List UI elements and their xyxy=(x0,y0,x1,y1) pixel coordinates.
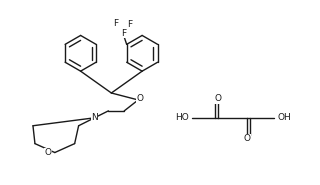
Text: OH: OH xyxy=(277,113,291,122)
Text: O: O xyxy=(137,95,144,103)
Text: O: O xyxy=(244,134,251,143)
Text: F: F xyxy=(127,20,132,29)
Text: O: O xyxy=(214,95,221,103)
Text: O: O xyxy=(44,148,51,157)
Text: HO: HO xyxy=(175,113,189,122)
Text: F: F xyxy=(113,19,118,28)
Text: N: N xyxy=(91,113,98,122)
Text: F: F xyxy=(121,29,126,38)
